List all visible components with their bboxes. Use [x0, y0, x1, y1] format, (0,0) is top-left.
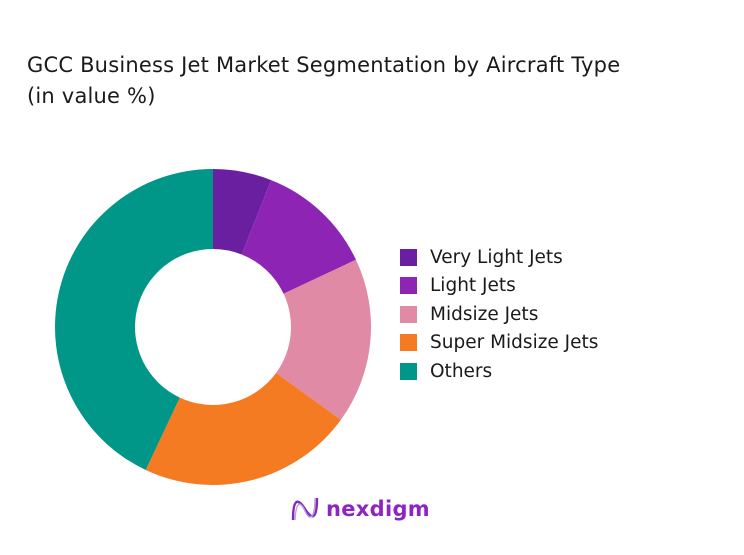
- legend-label: Others: [430, 360, 493, 382]
- nexdigm-logo: nexdigm: [290, 494, 430, 524]
- legend-item: Very Light Jets: [400, 243, 598, 272]
- legend-label: Light Jets: [430, 275, 516, 297]
- logo-text: nexdigm: [326, 497, 430, 521]
- legend-item: Super Midsize Jets: [400, 329, 598, 358]
- legend-swatch: [400, 305, 417, 323]
- legend-item: Others: [400, 357, 598, 386]
- slice-very-light-jets: [213, 169, 272, 255]
- legend-item: Light Jets: [400, 272, 598, 301]
- legend-label: Super Midsize Jets: [430, 332, 599, 354]
- legend-label: Very Light Jets: [430, 246, 563, 268]
- legend-swatch: [400, 362, 417, 380]
- legend-swatch: [400, 334, 417, 352]
- legend: Very Light Jets Light Jets Midsize Jets Sup…: [400, 243, 598, 386]
- legend-item: Midsize Jets: [400, 300, 598, 329]
- title-line: GCC Business Jet Market Segmentation by …: [27, 53, 621, 77]
- slice-others: [54, 169, 213, 470]
- subtitle-line: (in value %): [27, 84, 156, 108]
- slice-midsize-jets: [276, 259, 371, 420]
- slice-super-midsize-jets: [145, 372, 341, 486]
- nexdigm-wave-icon: [291, 497, 319, 521]
- legend-swatch: [400, 277, 417, 295]
- chart-title: GCC Business Jet Market Segmentation by …: [27, 50, 620, 112]
- legend-swatch: [400, 248, 417, 266]
- legend-label: Midsize Jets: [430, 303, 539, 325]
- slice-light-jets: [241, 180, 356, 294]
